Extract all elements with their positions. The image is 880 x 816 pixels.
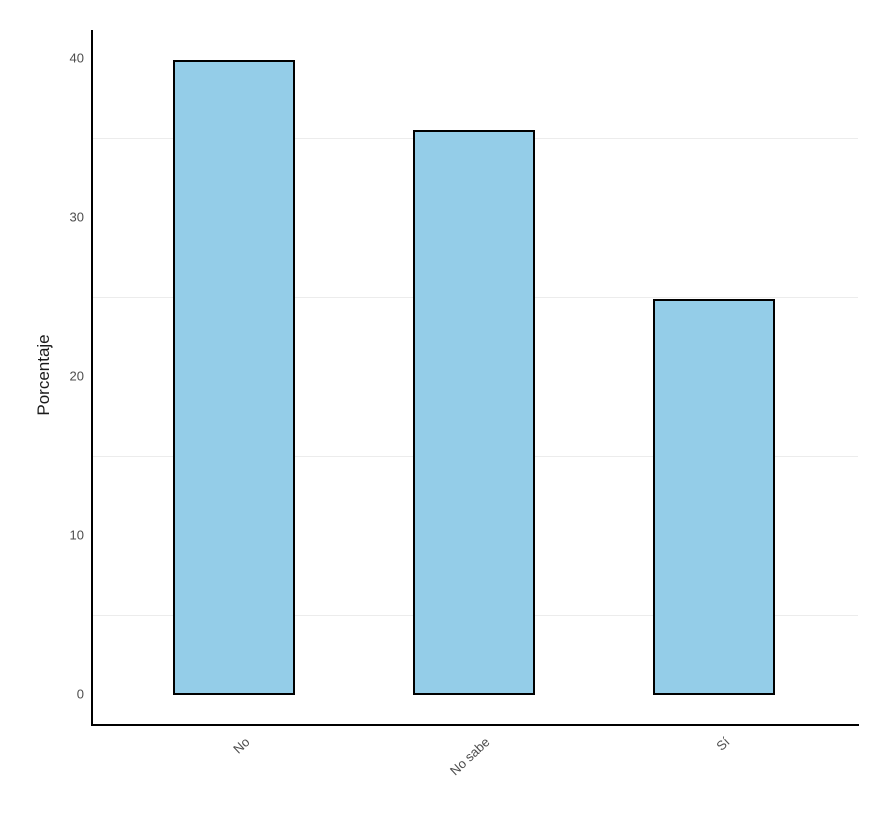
y-tick-label: 20	[69, 368, 84, 384]
x-tick-label: No	[230, 734, 253, 757]
y-axis-line	[91, 30, 93, 726]
bar-no-sabe	[413, 130, 535, 695]
y-tick-label: 40	[69, 50, 84, 66]
y-tick-label: 0	[76, 686, 84, 702]
x-tick-label: No sabe	[446, 734, 493, 779]
bar-no	[173, 60, 295, 695]
y-tick-label: 30	[69, 209, 84, 225]
x-tick-label: Sí	[713, 734, 733, 754]
x-axis-line	[91, 724, 859, 726]
bar-sí	[653, 299, 775, 695]
y-tick-label: 10	[69, 527, 84, 543]
